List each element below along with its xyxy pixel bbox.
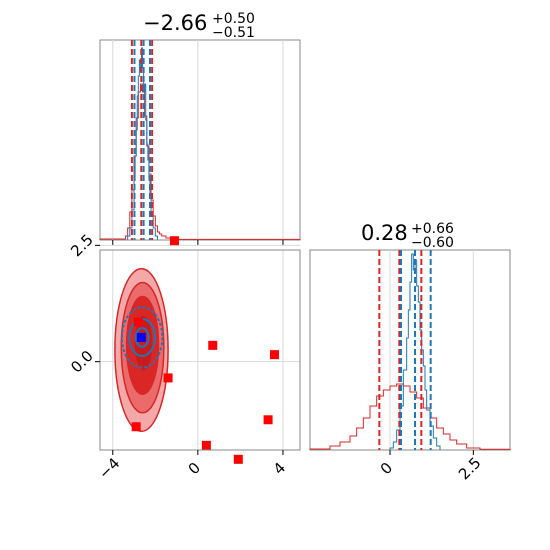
panel-2d-frame (99, 249, 301, 451)
param2-lower: −0.60 (411, 235, 454, 251)
2d-contours (114, 267, 169, 433)
panel-param2-histogram: 0 2.5 0.28 +0.66 −0.60 (309, 221, 511, 483)
2d-ytick-label-0: 0.0 (67, 347, 97, 377)
2d-x-ticks: −4 0 4 (95, 450, 289, 483)
2d-red-marker-8 (263, 415, 273, 425)
2d-red-marker-1 (133, 317, 143, 327)
param1-upper: +0.50 (212, 11, 255, 27)
param1-lower: −0.51 (212, 25, 255, 41)
2d-blue-contour-2 (134, 327, 150, 348)
panel-param1-frame (99, 39, 301, 241)
panel-param2-frame (309, 249, 511, 451)
panel-2d: −4 0 4 0.0 2.5 (67, 231, 301, 483)
2d-red-marker-4 (163, 373, 173, 383)
2d-red-marker-6 (201, 440, 211, 450)
param2-median: 0.28 (361, 221, 408, 245)
param1-red-histogram (99, 83, 301, 240)
param2-x-ticks: 0 2.5 (377, 450, 485, 483)
2d-xtick-label-0: −4 (95, 454, 123, 482)
param2-upper: +0.66 (411, 221, 454, 237)
2d-xtick-label-1: 0 (185, 459, 204, 478)
param1-median: −2.66 (143, 11, 207, 35)
panel-param1-histogram: −2.66 +0.50 −0.51 (99, 11, 301, 245)
2d-red-marker-3 (269, 350, 279, 360)
2d-xtick-label-2: 4 (270, 459, 289, 478)
2d-blue-marker (136, 332, 146, 342)
2d-red-marker-7 (233, 454, 243, 464)
param2-quantile-lines (378, 250, 432, 450)
param1-title: −2.66 +0.50 −0.51 (143, 11, 255, 41)
2d-ytick-label-1: 2.5 (67, 231, 97, 261)
2d-red-marker-2 (208, 340, 218, 350)
2d-y-ticks: 0.0 2.5 (67, 231, 100, 377)
param2-grid (389, 250, 474, 450)
param2-title: 0.28 +0.66 −0.60 (361, 221, 454, 251)
param2-red-histogram (309, 383, 511, 450)
2d-grid (100, 244, 300, 450)
param2-xtick-label-0: 0 (377, 459, 396, 478)
param2-xtick-label-1: 2.5 (455, 454, 485, 484)
2d-blue-contour-0 (120, 306, 164, 369)
param1-grid (112, 40, 284, 245)
2d-markers (131, 236, 279, 464)
param1-quantile-lines (130, 40, 154, 240)
2d-red-marker-5 (131, 422, 141, 432)
2d-red-marker-0 (169, 236, 179, 246)
